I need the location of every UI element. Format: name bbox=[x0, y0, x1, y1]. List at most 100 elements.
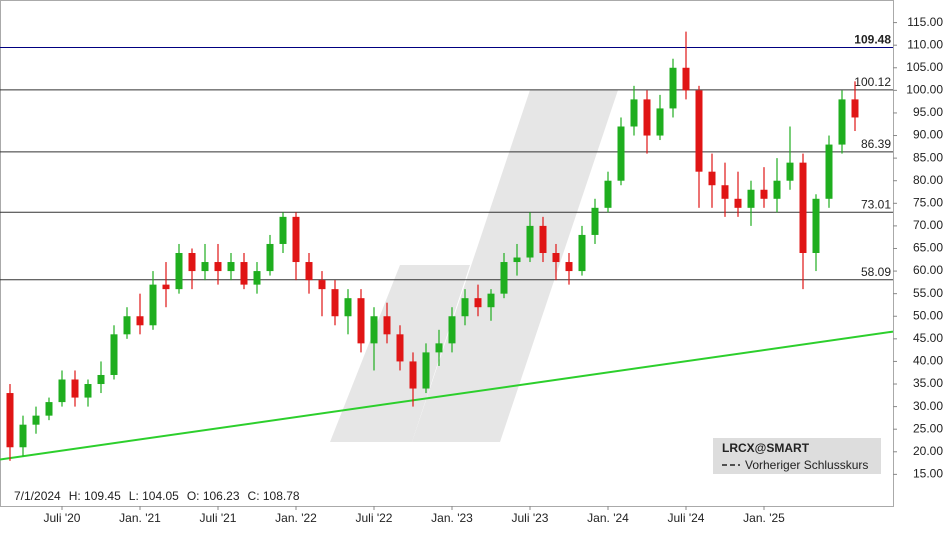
candle-body bbox=[84, 384, 92, 398]
candle-body bbox=[747, 189, 755, 208]
candle-body bbox=[708, 171, 716, 186]
candle-body bbox=[292, 216, 300, 263]
candle-body bbox=[552, 253, 560, 263]
x-tick-label: Jan. '24 bbox=[587, 511, 629, 525]
candle-body bbox=[266, 243, 274, 272]
legend: LRCX@SMART Vorheriger Schlusskurs bbox=[713, 438, 881, 474]
y-tick-label: 95.00 bbox=[913, 105, 943, 119]
candle-body bbox=[71, 379, 79, 398]
candle-body bbox=[136, 316, 144, 326]
candle-body bbox=[422, 352, 430, 389]
info-line: 7/1/2024 H: 109.45 L: 104.05 O: 106.23 C: 10… bbox=[14, 489, 300, 503]
y-tick-label: 45.00 bbox=[913, 331, 943, 345]
x-tick-label: Jan. '21 bbox=[119, 511, 161, 525]
candle-body bbox=[487, 293, 495, 308]
candle-body bbox=[695, 90, 703, 172]
candle-body bbox=[396, 334, 404, 362]
candle-body bbox=[474, 298, 482, 308]
candle-body bbox=[565, 262, 573, 272]
candle-body bbox=[838, 99, 846, 145]
info-item: H: 109.45 bbox=[69, 489, 121, 503]
info-item: O: 106.23 bbox=[187, 489, 240, 503]
candle-body bbox=[331, 289, 339, 317]
y-tick-label: 60.00 bbox=[913, 263, 943, 277]
x-tick-label: Jan. '23 bbox=[431, 511, 473, 525]
y-tick-label: 30.00 bbox=[913, 399, 943, 413]
info-item: 7/1/2024 bbox=[14, 489, 61, 503]
legend-symbol: LRCX@SMART bbox=[722, 441, 810, 455]
candle-body bbox=[825, 144, 833, 199]
y-tick-label: 35.00 bbox=[913, 376, 943, 390]
candle-body bbox=[318, 280, 326, 290]
y-tick-label: 80.00 bbox=[913, 173, 943, 187]
candle-body bbox=[604, 180, 612, 208]
candle-body bbox=[19, 424, 27, 448]
y-tick-label: 105.00 bbox=[906, 60, 943, 74]
y-tick-label: 85.00 bbox=[913, 150, 943, 164]
candle-body bbox=[305, 262, 313, 281]
candle-body bbox=[526, 225, 534, 258]
candle-body bbox=[175, 253, 183, 290]
candle-body bbox=[578, 234, 586, 272]
y-tick-label: 20.00 bbox=[913, 444, 943, 458]
x-tick-label: Juli '21 bbox=[200, 511, 237, 525]
x-tick-label: Jan. '25 bbox=[743, 511, 785, 525]
x-tick-label: Juli '24 bbox=[668, 511, 705, 525]
y-tick-label: 55.00 bbox=[913, 286, 943, 300]
y-tick-label: 50.00 bbox=[913, 308, 943, 322]
candle-body bbox=[279, 216, 287, 244]
candle-body bbox=[682, 67, 690, 91]
y-tick-label: 90.00 bbox=[913, 128, 943, 142]
candle-body bbox=[110, 334, 118, 375]
trendline bbox=[0, 330, 894, 461]
candle-body bbox=[773, 180, 781, 199]
candle-body bbox=[240, 262, 248, 285]
candle-body bbox=[630, 99, 638, 127]
candle-body bbox=[656, 108, 664, 136]
level-label: 58.09 bbox=[861, 265, 891, 279]
y-tick-label: 115.00 bbox=[907, 15, 943, 29]
candle-body bbox=[188, 253, 196, 272]
y-tick-label: 70.00 bbox=[913, 218, 943, 232]
legend-entry: Vorheriger Schlusskurs bbox=[745, 458, 868, 472]
candle-body bbox=[214, 262, 222, 272]
candle-body bbox=[97, 374, 105, 385]
candle-body bbox=[227, 262, 235, 272]
candle-body bbox=[201, 262, 209, 272]
candle-body bbox=[383, 316, 391, 335]
candle-body bbox=[58, 379, 66, 403]
candle-body bbox=[448, 316, 456, 344]
candle-body bbox=[539, 225, 547, 253]
candle-body bbox=[149, 284, 157, 326]
candle-body bbox=[461, 298, 469, 317]
info-item: L: 104.05 bbox=[129, 489, 179, 503]
candle-body bbox=[370, 316, 378, 344]
candle-body bbox=[123, 316, 131, 335]
y-tick-label: 65.00 bbox=[913, 241, 943, 255]
candle-body bbox=[799, 162, 807, 253]
candle-body bbox=[32, 415, 40, 425]
candle-body bbox=[786, 162, 794, 181]
level-label: 109.48 bbox=[854, 33, 891, 47]
candle-body bbox=[591, 207, 599, 235]
candle-body bbox=[45, 402, 53, 416]
candle-body bbox=[617, 126, 625, 181]
candle-body bbox=[500, 262, 508, 294]
candle-body bbox=[357, 298, 365, 344]
candle-body bbox=[760, 189, 768, 199]
x-tick-label: Juli '23 bbox=[512, 511, 549, 525]
y-tick-label: 110.00 bbox=[907, 37, 943, 51]
candle-body bbox=[669, 67, 677, 109]
level-label: 73.01 bbox=[861, 197, 891, 211]
x-tick-label: Jan. '22 bbox=[275, 511, 317, 525]
info-item: C: 108.78 bbox=[248, 489, 300, 503]
level-label: 100.12 bbox=[854, 75, 891, 89]
candle-body bbox=[6, 393, 14, 448]
y-tick-label: 40.00 bbox=[913, 354, 943, 368]
candle-body bbox=[253, 271, 261, 285]
x-tick-label: Juli '20 bbox=[44, 511, 81, 525]
level-label: 86.39 bbox=[861, 137, 891, 151]
candle-body bbox=[721, 185, 729, 199]
candle-body bbox=[851, 99, 859, 118]
